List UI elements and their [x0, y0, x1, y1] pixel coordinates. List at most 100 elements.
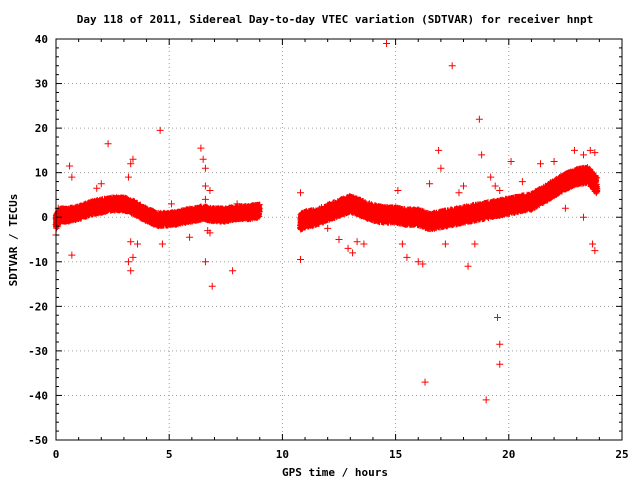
data-series: [52, 39, 601, 404]
y-tick-label: -30: [28, 345, 48, 358]
data-point: [127, 160, 135, 168]
data-point: [167, 200, 175, 208]
data-point: [478, 151, 486, 159]
data-point: [383, 39, 391, 47]
data-point: [229, 267, 237, 275]
data-point: [344, 244, 352, 252]
data-point: [403, 253, 411, 261]
data-point: [233, 200, 241, 208]
data-point: [199, 155, 207, 163]
data-point: [297, 256, 305, 264]
data-point: [482, 396, 490, 404]
data-point: [335, 236, 343, 243]
x-tick-label: 20: [502, 448, 515, 461]
data-point: [464, 262, 472, 270]
axis-ticks: 0 5 10 15 20 25 40 30 20 10 0 -10 -20 -30 -40 -50: [28, 33, 629, 461]
data-band: [297, 164, 601, 233]
data-point: [421, 378, 429, 386]
y-tick-label: -40: [28, 389, 48, 402]
data-point: [394, 186, 402, 194]
data-point: [127, 238, 135, 246]
y-axis-label: SDTVAR / TECUs: [7, 194, 20, 287]
data-point: [496, 360, 504, 368]
data-point: [124, 258, 132, 266]
x-tick-label: 25: [615, 448, 628, 461]
data-point: [360, 240, 368, 248]
data-point: [124, 173, 132, 181]
data-point: [491, 182, 499, 190]
data-point: [129, 253, 137, 261]
data-point: [134, 240, 142, 248]
data-point: [414, 258, 422, 266]
data-point: [353, 238, 361, 246]
data-point: [591, 247, 599, 255]
x-tick-label: 15: [389, 448, 402, 461]
x-tick-label: 5: [166, 448, 173, 461]
y-tick-label: -50: [28, 434, 48, 447]
data-point: [507, 158, 515, 166]
data-point: [496, 340, 504, 348]
data-point: [471, 240, 479, 248]
data-point: [127, 267, 135, 275]
data-point: [570, 146, 578, 154]
data-point: [201, 195, 209, 203]
data-point: [186, 233, 194, 241]
grid-lines: [56, 39, 622, 440]
data-point: [586, 146, 594, 154]
data-point: [580, 151, 588, 159]
plot-frame: [55, 38, 623, 441]
data-point: [104, 140, 112, 148]
data-point: [441, 240, 449, 248]
data-point: [129, 155, 137, 163]
data-point: [93, 184, 101, 192]
y-tick-label: 20: [35, 122, 48, 135]
x-axis-label: GPS time / hours: [282, 466, 388, 479]
data-point: [448, 62, 456, 70]
data-point: [426, 180, 434, 188]
data-point: [496, 186, 504, 194]
data-point: [455, 189, 463, 197]
data-point: [437, 164, 445, 172]
data-point: [589, 240, 597, 248]
data-point: [201, 182, 209, 190]
data-point: [435, 146, 443, 154]
data-point: [475, 115, 483, 123]
y-tick-label: 0: [41, 211, 48, 224]
y-tick-label: 40: [35, 33, 48, 46]
y-tick-label: 10: [35, 167, 48, 180]
data-point: [536, 160, 544, 168]
data-point: [398, 240, 406, 248]
data-point: [156, 126, 164, 134]
data-point: [208, 282, 216, 290]
data-point: [201, 258, 209, 266]
data-point: [297, 189, 305, 197]
data-point: [179, 209, 187, 217]
data-point: [460, 182, 468, 190]
data-point: [68, 251, 76, 259]
data-point: [324, 224, 332, 232]
data-point: [66, 162, 74, 170]
data-point: [197, 144, 205, 152]
data-point: [580, 213, 588, 221]
x-tick-label: 10: [276, 448, 289, 461]
data-point: [206, 186, 214, 194]
data-point: [561, 204, 569, 212]
data-point: [550, 158, 558, 166]
data-point: [349, 249, 357, 257]
data-point: [493, 313, 501, 321]
data-point: [97, 180, 105, 188]
data-point: [419, 260, 427, 268]
data-point: [487, 173, 495, 181]
data-point: [591, 149, 599, 157]
chart-title: Day 118 of 2011, Sidereal Day-to-day VTE…: [77, 13, 594, 26]
y-tick-label: -10: [28, 256, 48, 269]
data-point: [518, 178, 526, 186]
data-point: [158, 240, 166, 248]
y-tick-label: 30: [35, 78, 48, 91]
data-point: [68, 173, 76, 181]
data-point: [206, 229, 214, 237]
y-tick-label: -20: [28, 300, 48, 313]
